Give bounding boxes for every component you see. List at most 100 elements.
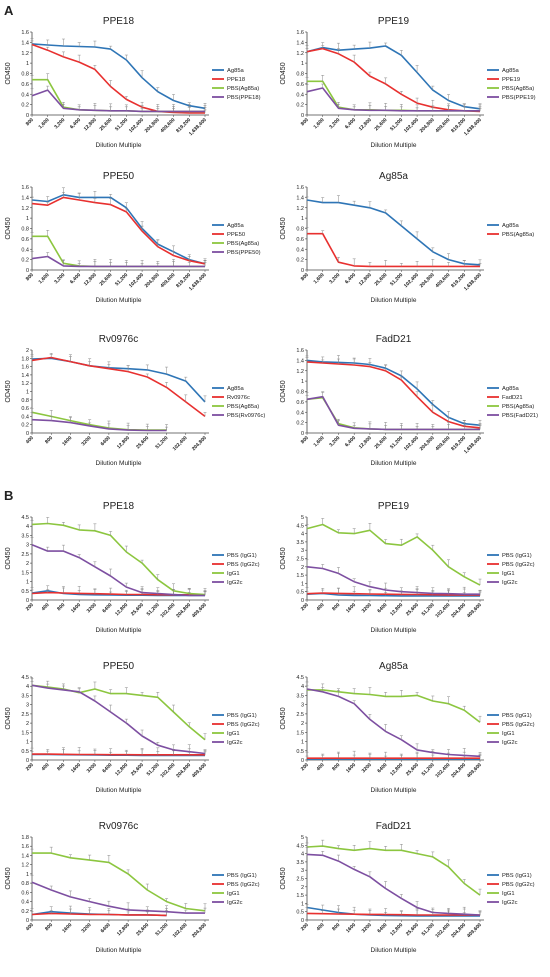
x-tick-label: 3200	[80, 922, 92, 934]
y-tick-label: 4	[301, 684, 304, 690]
legend-entry: PBS (IgG2c)	[502, 882, 535, 888]
x-tick-label: 204,800	[419, 435, 436, 452]
x-tick-label: 6,400	[69, 272, 82, 285]
series-line-2	[306, 523, 481, 586]
y-tick-label: 1	[301, 216, 304, 222]
legend-entry: Ag85a	[227, 68, 245, 74]
y-axis-label: OD450	[5, 707, 12, 729]
x-tick-label: 409,600	[466, 602, 483, 619]
x-tick-label: 25,600	[98, 117, 113, 132]
y-tick-label: 0.6	[296, 82, 304, 88]
series-line-0	[31, 194, 206, 265]
x-tick-label: 1600	[345, 762, 357, 774]
chart-a-ppe50: PPE50 OD450 0 0.2 0.4 0.6 0.8 1 1.2 1.4 1.6 800 1,60…	[5, 171, 261, 304]
x-tick-label: 25,600	[130, 602, 145, 617]
chart-title: PPE50	[103, 171, 135, 182]
y-tick-label: 0.5	[296, 749, 304, 755]
chart-b-rv0976c: Rv0976c OD450 0 0.2 0.4 0.6 0.8 1 1.2 1.4 1.6 1.8 40…	[5, 821, 260, 954]
legend-entry: IgG2c	[502, 900, 518, 906]
x-tick-label: 12,800	[83, 117, 98, 132]
x-tick-label: 800	[25, 272, 35, 282]
x-axis-label: Dilution Multiple	[371, 297, 417, 304]
series-line-3	[306, 566, 480, 596]
x-tick-label: 6400	[101, 602, 113, 614]
chart-title: Ag85a	[379, 171, 408, 182]
x-tick-label: 409,600	[159, 272, 176, 289]
x-axis-label: Dilution Multiple	[96, 142, 142, 149]
legend-entry: IgG1	[502, 891, 515, 897]
x-tick-label: 204,800	[191, 435, 208, 452]
x-tick-label: 204,800	[191, 922, 208, 939]
y-tick-label: 3.5	[296, 693, 304, 699]
legend-entry: PBS(Ag85a)	[502, 404, 534, 410]
x-tick-label: 3200	[361, 762, 373, 774]
x-tick-label: 6400	[376, 922, 388, 934]
chart-title: FadD21	[376, 334, 412, 345]
y-tick-label: 0.2	[21, 103, 29, 109]
x-tick-label: 800	[331, 602, 341, 612]
x-tick-label: 1600	[70, 602, 82, 614]
y-tick-label: 0.4	[296, 92, 304, 98]
y-tick-label: 1	[26, 740, 29, 746]
x-axis-label: Dilution Multiple	[96, 460, 142, 467]
y-tick-label: 2.5	[21, 552, 29, 558]
x-tick-label: 400	[315, 602, 325, 612]
y-tick-label: 2.5	[296, 712, 304, 718]
chart-b-ag85a: Ag85a OD450 0 0.5 1 1.5 2 2.5 3 3.5 4 4.5 200 400 800 1…	[280, 661, 535, 794]
y-tick-label: 0	[26, 431, 29, 437]
x-tick-label: 200	[300, 922, 310, 932]
x-tick-label: 409,600	[466, 762, 483, 779]
y-tick-label: 0.8	[296, 390, 304, 396]
x-tick-label: 1,638,400	[463, 272, 483, 292]
x-tick-label: 409,600	[191, 602, 208, 619]
chart-b-ppe18: PPE18 OD450 0 0.5 1 1.5 2 2.5 3 3.5 4 4.5 200 400 800 1…	[5, 501, 260, 634]
x-tick-label: 25,600	[405, 922, 420, 937]
x-tick-label: 800	[300, 435, 310, 445]
y-tick-label: 1	[26, 390, 29, 396]
x-tick-label: 204,800	[450, 922, 467, 939]
y-tick-label: 3	[301, 548, 304, 554]
x-tick-label: 204,800	[175, 762, 192, 779]
y-tick-label: 4.5	[21, 515, 29, 521]
y-tick-label: 1.8	[21, 835, 29, 841]
x-tick-label: 800	[44, 435, 54, 445]
y-axis-label: OD450	[5, 380, 12, 402]
legend-entry: PBS(Ag85a)	[502, 86, 534, 92]
x-tick-label: 12,800	[389, 922, 404, 937]
x-tick-label: 25,600	[373, 117, 388, 132]
y-axis-label: OD450	[280, 547, 287, 569]
y-tick-label: 1	[26, 872, 29, 878]
y-tick-label: 0.2	[296, 421, 304, 427]
chart-title: Rv0976c	[99, 821, 138, 832]
x-tick-label: 51,200	[154, 922, 169, 937]
chart-title: Rv0976c	[99, 334, 138, 345]
legend-entry: PPE18	[227, 77, 245, 83]
y-tick-label: 0.5	[296, 590, 304, 596]
x-tick-label: 1,638,400	[188, 272, 208, 292]
legend-entry: Ag85a	[227, 223, 245, 229]
y-tick-label: 0.2	[21, 909, 29, 915]
chart-a-ag85a: Ag85a OD450 0 0.2 0.4 0.6 0.8 1 1.2 1.4 1.6 800 1,60…	[280, 171, 534, 304]
y-tick-label: 5	[301, 835, 304, 841]
y-tick-label: 0.5	[21, 749, 29, 755]
legend-entry: IgG1	[502, 731, 515, 737]
x-tick-label: 3200	[361, 922, 373, 934]
y-tick-label: 1.5	[296, 730, 304, 736]
y-tick-label: 3	[301, 703, 304, 709]
y-tick-label: 0	[26, 113, 29, 119]
x-tick-label: 1,600	[313, 117, 326, 130]
y-tick-label: 1.4	[296, 358, 304, 364]
series-line-0	[306, 199, 481, 266]
x-tick-label: 400	[315, 762, 325, 772]
y-tick-label: 0.4	[21, 247, 29, 253]
legend-entry: PBS(Ag85a)	[227, 404, 259, 410]
x-tick-label: 12,800	[116, 922, 131, 937]
y-tick-label: 1.4	[296, 40, 304, 46]
y-tick-label: 3	[26, 543, 29, 549]
x-tick-label: 204,800	[450, 602, 467, 619]
y-tick-label: 0	[26, 758, 29, 764]
y-tick-label: 1	[26, 216, 29, 222]
legend-entry: FadD21	[502, 395, 523, 401]
legend-entry: PBS (IgG1)	[502, 713, 532, 719]
x-tick-label: 102,400	[128, 117, 145, 134]
